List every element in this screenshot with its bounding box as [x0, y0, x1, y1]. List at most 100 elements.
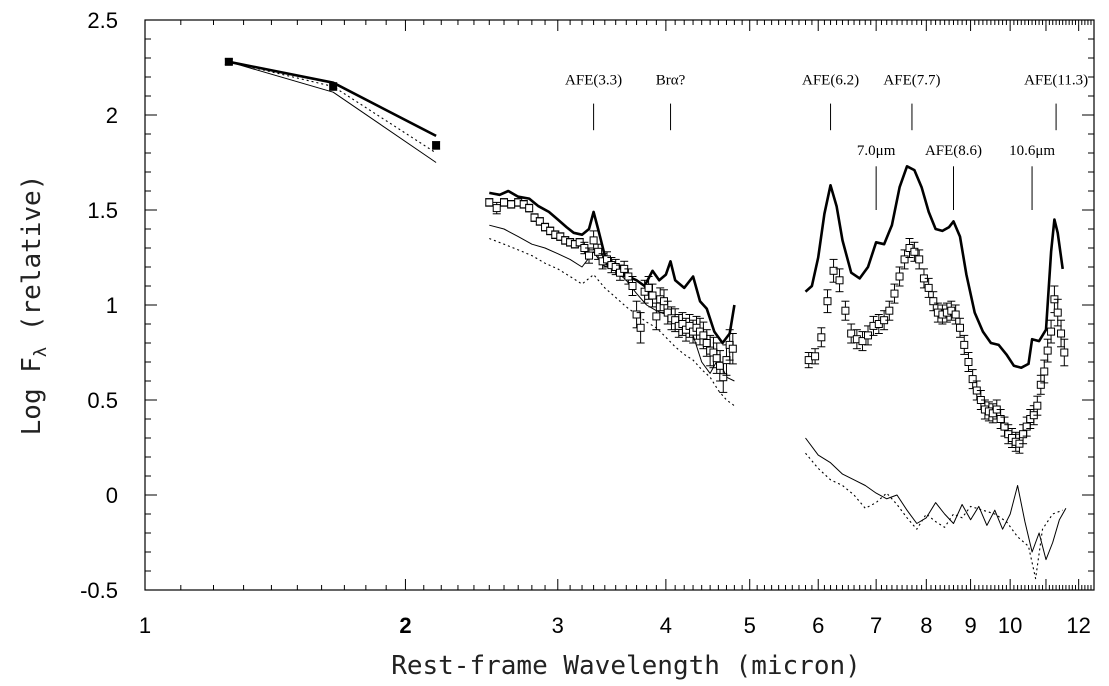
spectrum-point	[611, 263, 620, 271]
annotation-label: AFE(7.7)	[883, 73, 940, 89]
spectrum-point	[817, 333, 826, 342]
spectrum-point	[585, 251, 594, 260]
spectrum-point	[1053, 308, 1062, 317]
photometry-point	[224, 57, 233, 66]
series-line-thin	[489, 224, 735, 382]
annotation-label: AFE(6.2)	[802, 73, 859, 89]
annotation-label: 10.6μm	[1009, 143, 1055, 159]
spectrum-point	[1022, 422, 1031, 431]
spectrum-point	[728, 344, 737, 353]
y-tick-label: 0	[106, 483, 118, 508]
spectrum-point	[719, 373, 728, 382]
spectrum-point	[603, 255, 612, 264]
series-line-dotted	[228, 61, 437, 154]
x-tick-label: 12	[1066, 613, 1090, 638]
spectrum-point	[951, 310, 960, 319]
spectrum-point	[910, 247, 919, 256]
spectrum-point	[648, 291, 657, 300]
spectrum-point	[652, 312, 661, 321]
x-tick-label: 10	[998, 613, 1022, 638]
spectrum-point	[632, 310, 641, 319]
spectrum-point	[996, 415, 1005, 423]
spectrum-point	[636, 323, 645, 332]
y-tick-label: 0.5	[87, 388, 118, 413]
spectrum-point	[890, 289, 899, 298]
spectrum-point	[915, 255, 924, 264]
spectrum-point	[716, 361, 725, 370]
y-axis-title-unit: (relative)	[17, 175, 47, 347]
spectrum-point	[500, 198, 509, 207]
photometry-point	[432, 141, 441, 150]
series-line-thin	[805, 437, 1067, 561]
axis-ticks	[144, 19, 1094, 591]
spectrum-point	[847, 329, 856, 338]
y-tick-label: 2.5	[87, 8, 118, 33]
x-tick-label: 8	[920, 613, 932, 638]
x-axis-title: Rest-frame Wavelength (micron)	[391, 651, 861, 681]
annotation-label: Brα?	[656, 73, 686, 89]
series-line-dotted	[805, 452, 1063, 580]
spectrum-point	[1000, 422, 1009, 431]
spectrum-point	[1036, 380, 1045, 389]
spectrum-point	[594, 247, 603, 256]
spectrum-point	[644, 283, 653, 292]
y-tick-labels: -0.5 0 0.5 1 1.5 2 2.5	[80, 8, 118, 603]
spectrum-point	[835, 276, 844, 285]
y-axis-title: Log Fλ (relative)	[17, 175, 51, 436]
y-tick-label: 2	[106, 103, 118, 128]
x-tick-label: 1	[139, 613, 151, 638]
spectrum-point	[964, 358, 973, 366]
y-axis-title-subscript: λ	[31, 347, 51, 357]
spectrum-point	[628, 282, 637, 290]
spectrum-point	[1043, 346, 1052, 355]
spectrum-point	[1057, 329, 1066, 338]
annotation-label: AFE(8.6)	[925, 143, 982, 159]
spectrum-point	[712, 354, 721, 363]
spectrum-point	[535, 217, 544, 226]
spectrum-point	[968, 375, 977, 384]
spectrum-point	[485, 198, 494, 207]
series-line-thick	[804, 165, 1064, 370]
spectrum-point	[507, 200, 516, 209]
spectrum-point	[492, 204, 501, 213]
spectrum-point	[858, 337, 867, 346]
x-tick-label: 4	[660, 613, 672, 638]
annotation-label: AFE(3.3)	[565, 73, 622, 89]
observed-data	[224, 57, 1069, 454]
x-tick-label: 2	[399, 613, 411, 638]
x-tick-label: 7	[870, 613, 882, 638]
spectrum-point	[811, 352, 820, 361]
x-tick-label: 3	[552, 613, 564, 638]
spectrum-point	[1047, 327, 1056, 336]
feature-annotations: AFE(3.3) Brα? AFE(6.2) AFE(7.7) AFE(11.3) 7.0…	[565, 73, 1088, 210]
x-tick-label: 5	[744, 613, 756, 638]
y-tick-label: -0.5	[80, 578, 118, 603]
x-tick-label: 9	[964, 613, 976, 638]
spectrum-point	[525, 204, 534, 213]
model-series	[228, 60, 1067, 580]
spectrum-point	[1019, 430, 1028, 439]
series-line-thick	[228, 60, 437, 138]
x-tick-label: 6	[812, 613, 824, 638]
spectrum-point	[823, 297, 832, 306]
spectrum-point	[885, 306, 894, 315]
spectrum-point	[900, 255, 909, 264]
photometry-point	[329, 82, 338, 91]
x-tick-labels: 1 2 3 4 5 6 7 8 9 10 12	[139, 613, 1091, 638]
y-axis-title-main: Log F	[17, 357, 47, 435]
spectrum-point	[955, 323, 964, 332]
annotation-label: 7.0μm	[857, 143, 896, 159]
spectrum-point	[895, 272, 904, 281]
spectrum-point	[1033, 401, 1042, 410]
spectrum-point	[589, 236, 598, 245]
spectrum-point	[829, 266, 838, 275]
series-line-thin	[228, 61, 437, 163]
annotation-label: AFE(11.3)	[1024, 73, 1088, 89]
spectrum-point	[841, 306, 850, 315]
y-tick-label: 1	[106, 293, 118, 318]
spectrum-point	[929, 297, 938, 306]
spectrum-point	[1060, 348, 1069, 357]
y-tick-label: 1.5	[87, 198, 118, 223]
spectrum-point	[924, 283, 933, 292]
